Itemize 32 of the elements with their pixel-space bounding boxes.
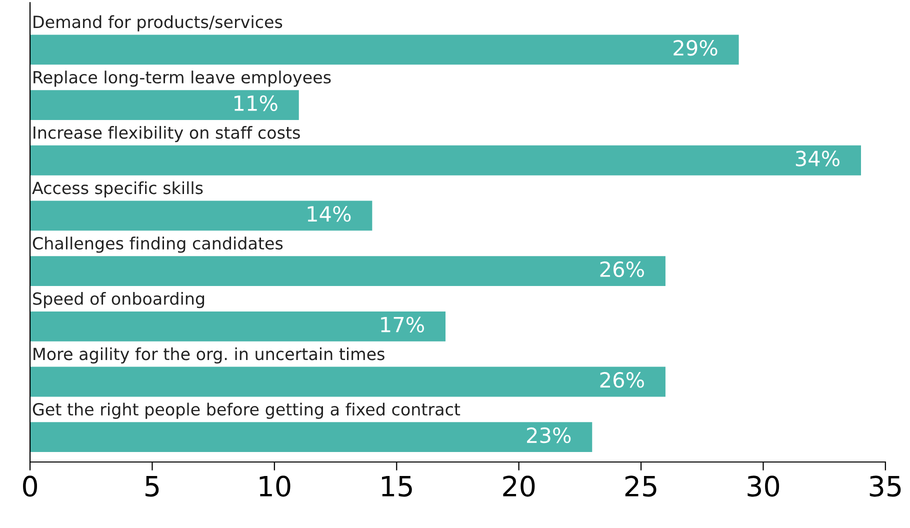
y-tick-label: More agility for the org. in uncertain times bbox=[34, 347, 384, 364]
y-tick-label: Challenges finding candidates bbox=[32, 236, 283, 253]
bar bbox=[30, 200, 372, 231]
y-tick-label: Speed of onboarding bbox=[33, 292, 204, 308]
x-tick-label: 0 bbox=[23, 476, 38, 497]
bar bbox=[30, 145, 861, 176]
data-label: 26% bbox=[600, 372, 644, 388]
y-tick-label: Demand for products/services bbox=[34, 15, 282, 32]
x-tick-label: 20 bbox=[503, 476, 535, 497]
data-label: 11% bbox=[234, 95, 278, 112]
x-tick-label: 35 bbox=[870, 476, 901, 497]
bar bbox=[30, 311, 446, 342]
bar bbox=[30, 34, 739, 65]
bar bbox=[30, 90, 299, 120]
y-tick-label: Increase flexibility on staff costs bbox=[34, 126, 300, 142]
y-tick-label: Get the right people before getting a fixed contract bbox=[32, 402, 460, 419]
x-tick-label: 5 bbox=[146, 476, 159, 497]
y-tick-label: Access specific skills bbox=[32, 181, 203, 198]
data-label: 34% bbox=[796, 150, 840, 166]
data-label: 17% bbox=[381, 316, 424, 332]
x-tick-label: 25 bbox=[625, 476, 656, 497]
data-label: 14% bbox=[308, 206, 351, 222]
x-tick-label: 30 bbox=[748, 476, 780, 497]
x-tick-label: 10 bbox=[260, 476, 290, 497]
data-label: 23% bbox=[527, 427, 571, 444]
bar bbox=[30, 256, 666, 286]
data-label: 29% bbox=[674, 40, 718, 56]
x-tick-label: 15 bbox=[382, 476, 412, 497]
data-label: 26% bbox=[600, 261, 644, 278]
y-tick-label: Replace long-term leave employees bbox=[34, 70, 331, 87]
bar bbox=[30, 422, 592, 452]
bar bbox=[30, 366, 666, 397]
